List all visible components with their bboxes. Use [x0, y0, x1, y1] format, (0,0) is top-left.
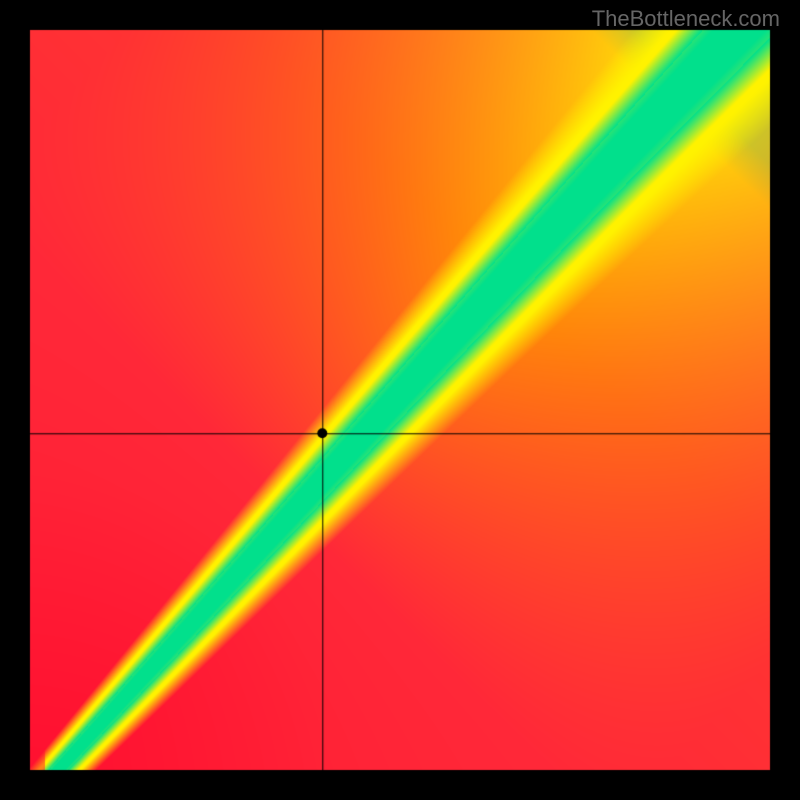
bottleneck-heatmap [0, 0, 800, 800]
chart-container: TheBottleneck.com [0, 0, 800, 800]
watermark-label: TheBottleneck.com [592, 6, 780, 32]
